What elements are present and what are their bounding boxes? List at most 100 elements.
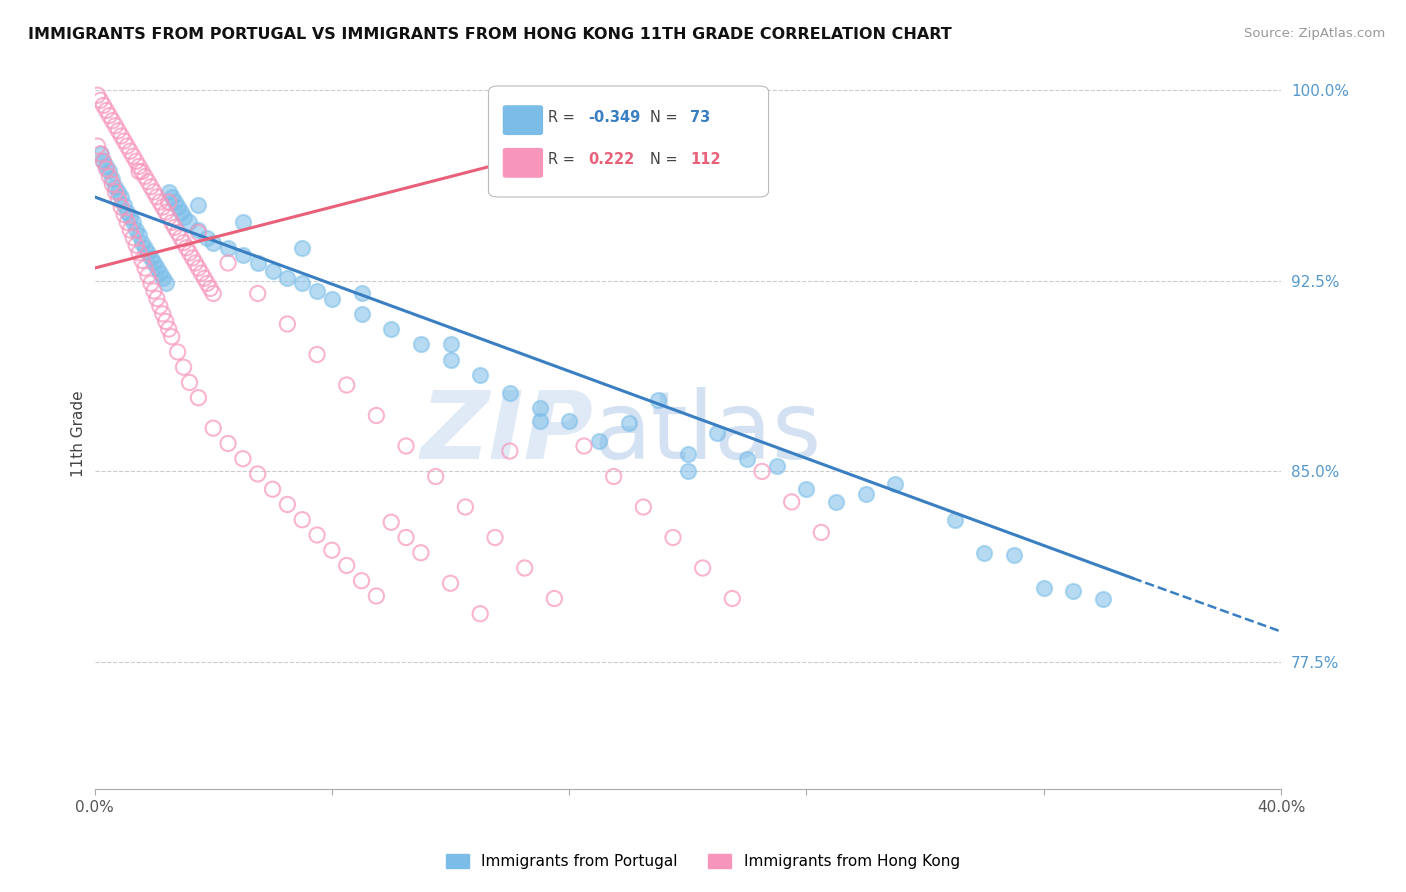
Point — [146, 292, 169, 306]
Point — [943, 513, 966, 527]
Point — [157, 185, 180, 199]
Point — [291, 241, 314, 255]
Point — [120, 211, 142, 225]
Text: 73: 73 — [690, 110, 710, 125]
Point — [93, 98, 115, 112]
Point — [128, 164, 150, 178]
Point — [125, 154, 148, 169]
Text: R =: R = — [548, 110, 579, 125]
Point — [98, 169, 121, 184]
Point — [633, 500, 655, 514]
Point — [766, 459, 789, 474]
Point — [104, 119, 127, 133]
Point — [291, 513, 314, 527]
Point — [187, 261, 209, 276]
Point — [305, 528, 328, 542]
Point — [246, 467, 269, 481]
Point — [149, 266, 172, 280]
Text: IMMIGRANTS FROM PORTUGAL VS IMMIGRANTS FROM HONG KONG 11TH GRADE CORRELATION CHA: IMMIGRANTS FROM PORTUGAL VS IMMIGRANTS F… — [28, 27, 952, 42]
Point — [193, 271, 215, 285]
Point — [157, 322, 180, 336]
Point — [721, 591, 744, 606]
Point — [112, 208, 135, 222]
Point — [93, 154, 115, 169]
Point — [529, 401, 551, 415]
Point — [366, 589, 388, 603]
Point — [276, 498, 298, 512]
Point — [305, 347, 328, 361]
Point — [380, 322, 402, 336]
Point — [470, 607, 492, 621]
Point — [1032, 582, 1054, 596]
Point — [395, 531, 418, 545]
Point — [305, 284, 328, 298]
Legend: Immigrants from Portugal, Immigrants from Hong Kong: Immigrants from Portugal, Immigrants fro… — [440, 848, 966, 875]
Point — [131, 164, 153, 178]
Point — [321, 543, 343, 558]
Point — [676, 464, 699, 478]
Point — [439, 337, 461, 351]
Point — [136, 175, 159, 189]
Point — [173, 211, 195, 225]
Point — [122, 149, 145, 163]
Point — [134, 169, 156, 184]
Point — [350, 286, 373, 301]
Point — [276, 317, 298, 331]
Point — [409, 337, 432, 351]
Point — [202, 286, 225, 301]
Point — [499, 444, 522, 458]
Point — [321, 292, 343, 306]
Point — [350, 574, 373, 588]
Point — [155, 277, 177, 291]
Point — [173, 235, 195, 250]
Point — [101, 113, 124, 128]
Text: Source: ZipAtlas.com: Source: ZipAtlas.com — [1244, 27, 1385, 40]
Point — [246, 286, 269, 301]
Point — [751, 464, 773, 478]
Point — [706, 426, 728, 441]
Point — [796, 482, 818, 496]
Point — [110, 200, 132, 214]
Point — [149, 194, 172, 209]
Point — [104, 185, 127, 199]
Point — [973, 546, 995, 560]
Point — [780, 495, 803, 509]
Point — [202, 421, 225, 435]
Point — [735, 451, 758, 466]
Point — [336, 378, 359, 392]
Point — [96, 161, 118, 176]
Point — [131, 235, 153, 250]
Point — [122, 230, 145, 244]
Point — [139, 251, 162, 265]
Point — [142, 256, 165, 270]
Point — [1062, 583, 1084, 598]
Text: -0.349: -0.349 — [588, 110, 640, 125]
Text: N =: N = — [650, 110, 682, 125]
Point — [152, 271, 174, 285]
Point — [152, 200, 174, 214]
Point — [602, 469, 624, 483]
Point — [169, 205, 191, 219]
Point — [470, 368, 492, 382]
Point — [89, 93, 111, 107]
Point — [179, 215, 201, 229]
Point — [107, 124, 129, 138]
Point — [662, 531, 685, 545]
Point — [190, 266, 212, 280]
Point — [200, 281, 222, 295]
Point — [1092, 591, 1115, 606]
Point — [246, 256, 269, 270]
Point — [217, 256, 239, 270]
Point — [336, 558, 359, 573]
Point — [187, 223, 209, 237]
Point — [152, 307, 174, 321]
Point — [155, 314, 177, 328]
Point — [163, 220, 186, 235]
Point — [128, 227, 150, 242]
Point — [543, 591, 565, 606]
Point — [217, 436, 239, 450]
Point — [101, 177, 124, 191]
Point — [146, 190, 169, 204]
Point — [181, 251, 204, 265]
Point — [439, 576, 461, 591]
